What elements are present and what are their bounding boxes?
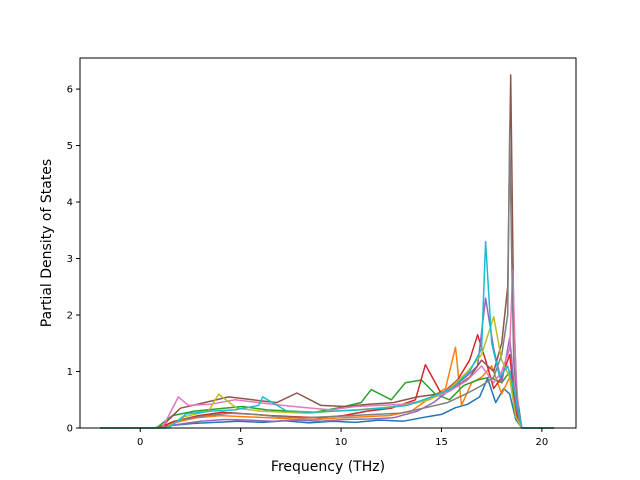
y-tick-label: 6: [67, 85, 73, 96]
y-tick-label: 4: [67, 198, 73, 209]
y-tick-label: 1: [67, 367, 73, 378]
y-tick-label: 0: [67, 424, 73, 435]
series-line-8: [100, 127, 554, 429]
x-tick-label: 10: [335, 437, 348, 448]
y-tick-label: 3: [67, 254, 73, 265]
plot-frame: [79, 57, 577, 429]
x-tick-label: 15: [435, 437, 448, 448]
x-tick-label: 20: [535, 437, 548, 448]
x-axis-ticks: 0 5 10 15 20: [137, 428, 548, 448]
series-line-6: [100, 74, 554, 429]
x-tick-label: 5: [237, 437, 243, 448]
y-axis-label: Partial Density of States: [39, 159, 55, 327]
series-line-5: [100, 297, 554, 429]
series-lines: [100, 74, 554, 429]
y-axis-ticks: 0 1 2 3 4 5 6: [67, 85, 80, 435]
x-tick-label: 0: [137, 437, 143, 448]
series-line-7: [100, 269, 554, 429]
series-line-4: [100, 334, 554, 429]
x-axis-label: Frequency (THz): [271, 459, 385, 475]
y-tick-label: 2: [67, 311, 73, 322]
series-line-10: [100, 240, 554, 429]
y-tick-label: 5: [67, 141, 73, 152]
